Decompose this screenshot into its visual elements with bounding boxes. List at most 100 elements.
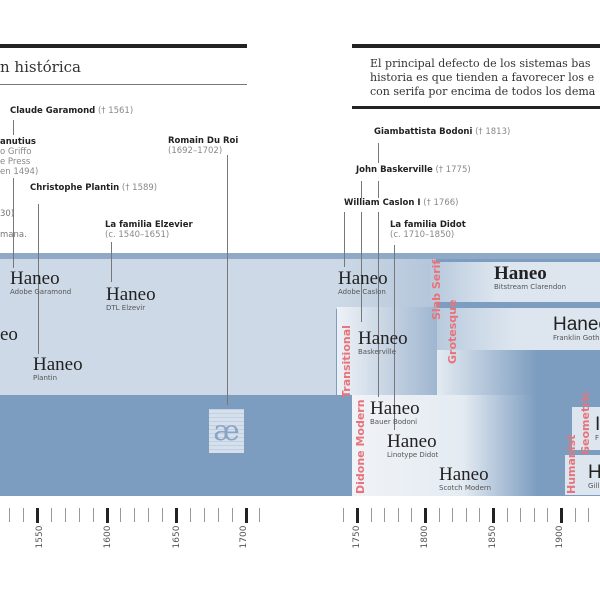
year-label: 1550 xyxy=(35,525,45,549)
top-rule-left xyxy=(0,44,247,48)
romain-du-roi-glyph-image: æ xyxy=(209,409,244,453)
timeline-tick xyxy=(397,508,399,522)
specimen-gill: H Gill xyxy=(588,462,600,490)
timeline-tick xyxy=(520,508,522,522)
timeline-tick xyxy=(438,508,440,522)
category-didone-modern: Didone Modern xyxy=(354,399,367,494)
timeline-tick xyxy=(203,508,205,522)
band-top-border xyxy=(0,253,600,259)
timeline-tick xyxy=(479,508,481,522)
year-label: 1800 xyxy=(420,525,430,549)
timeline-tick xyxy=(23,508,25,522)
year-label: 1900 xyxy=(555,525,565,549)
oldstyle-right xyxy=(336,259,436,309)
timeline-tick xyxy=(343,508,345,522)
person-didot: La familia Didot (c. 1710–1850) xyxy=(390,220,466,240)
timeline-tick xyxy=(547,508,549,522)
category-geometric: Geometric xyxy=(579,391,592,455)
timeline-tick xyxy=(574,508,576,522)
timeline-tick xyxy=(9,508,11,522)
year-label: 1750 xyxy=(352,525,362,549)
timeline-tick xyxy=(36,508,39,523)
specimen-franklin-gothic: HaneoFranklin Goth xyxy=(553,314,600,342)
connector xyxy=(378,143,379,163)
timeline-tick xyxy=(533,508,535,522)
person-claude-garamond: Claude Garamond († 1561) xyxy=(10,106,134,116)
connector xyxy=(361,212,362,322)
quote-bottom-rule xyxy=(352,106,600,109)
slab-block xyxy=(430,262,600,302)
timeline-tick xyxy=(259,508,261,522)
timeline-tick xyxy=(120,508,122,522)
timeline-tick xyxy=(134,508,136,522)
person-caslon: William Caslon I († 1766) xyxy=(344,198,459,208)
connector xyxy=(378,212,379,397)
transitional-block xyxy=(337,307,437,395)
geometric-block xyxy=(572,407,600,450)
timeline-tick xyxy=(64,508,66,522)
category-transitional: Transitional xyxy=(340,325,353,398)
timeline-tick xyxy=(231,508,233,522)
quote: El principal defecto de los sistemas bas… xyxy=(370,57,595,99)
timeline-tick xyxy=(105,508,109,523)
timeline-tick xyxy=(244,508,248,523)
year-label: 1850 xyxy=(488,525,498,549)
quote-line: con serifa por encima de todos los dema xyxy=(370,85,596,98)
year-label: 1700 xyxy=(239,525,249,549)
specimen-scotch-modern: Haneo Scotch Modern xyxy=(439,464,492,492)
timeline-tick xyxy=(92,508,94,522)
band-light-left xyxy=(0,259,336,395)
timeline-tick xyxy=(384,508,386,522)
category-slab-serif: Slab Serif xyxy=(430,259,443,320)
year-label: 1650 xyxy=(172,525,182,549)
connector xyxy=(13,120,14,135)
specimen-baskerville: Haneo Baskerville xyxy=(358,328,408,356)
fragment-1: 30) xyxy=(0,209,15,219)
category-grotesque: Grotesque xyxy=(446,299,459,364)
category-humanist: Humanist xyxy=(565,434,578,494)
timeline-tick xyxy=(217,508,219,522)
connector xyxy=(344,212,345,267)
timeline-tick xyxy=(162,508,164,522)
quote-line: El principal defecto de los sistemas bas xyxy=(370,57,591,70)
connector xyxy=(111,242,112,282)
timeline-tick xyxy=(356,508,359,523)
specimen-linotype-didot: Haneo Linotype Didot xyxy=(387,431,439,459)
specimen-adobe-garamond: Haneo Adobe Garamond xyxy=(10,268,72,296)
timeline-tick xyxy=(148,508,150,522)
person-bodoni: Giambattista Bodoni († 1813) xyxy=(374,127,511,137)
didone-upper xyxy=(437,350,537,395)
timeline-tick xyxy=(506,508,508,522)
person-romain-du-roi: Romain Du Roi (1692–1702) xyxy=(168,136,239,156)
specimen-bauer-bodoni: Haneo Bauer Bodoni xyxy=(370,398,420,426)
person-baskerville: John Baskerville († 1775) xyxy=(356,165,471,175)
title-underline xyxy=(0,84,247,85)
connector xyxy=(378,181,379,198)
specimen-partial: eo xyxy=(0,324,18,345)
fragment-2: mana. xyxy=(0,230,27,240)
grotesque-block xyxy=(430,308,600,350)
connector xyxy=(38,204,39,354)
person-elzevier: La familia Elzevier (c. 1540–1651) xyxy=(105,220,193,240)
quote-line: historia es que tienden a favorecer los … xyxy=(370,71,595,84)
timeline-tick xyxy=(370,508,372,522)
didone-block xyxy=(352,395,537,496)
timeline-tick xyxy=(189,508,191,522)
specimen-adobe-caslon: Haneo Adobe Caslon xyxy=(338,268,388,296)
humanist-block xyxy=(565,455,600,495)
connector xyxy=(361,181,362,198)
specimen-bitstream-clarendon: Haneo Bitstream Clarendon xyxy=(494,263,566,291)
timeline-tick xyxy=(588,508,590,522)
timeline-tick xyxy=(560,508,563,523)
top-rule-right xyxy=(352,44,600,48)
connector xyxy=(394,245,395,430)
timeline-tick xyxy=(492,508,495,523)
section-title: n histórica xyxy=(0,58,81,76)
person-christophe-plantin: Christophe Plantin († 1589) xyxy=(30,183,158,193)
timeline-tick xyxy=(175,508,178,523)
specimen-dtl-elzevir: Haneo DTL Elzevir xyxy=(106,284,156,312)
timeline-tick xyxy=(465,508,467,522)
timeline-tick xyxy=(411,508,413,522)
specimen-plantin: Haneo Plantin xyxy=(33,354,83,382)
